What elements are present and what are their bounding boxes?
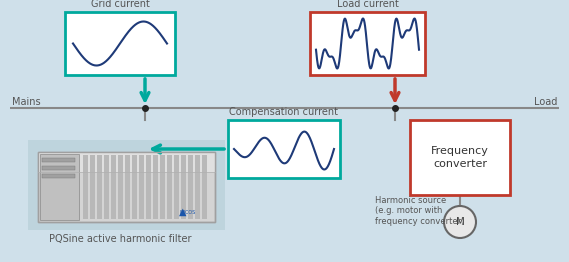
Bar <box>38 152 215 222</box>
Bar <box>181 155 185 219</box>
Bar <box>90 155 94 219</box>
Bar <box>38 152 215 222</box>
Bar <box>111 155 116 219</box>
Bar <box>42 166 75 170</box>
Bar <box>42 174 75 178</box>
Circle shape <box>444 206 476 238</box>
Text: Grid current: Grid current <box>90 0 150 9</box>
Bar <box>167 155 172 219</box>
Bar <box>202 155 207 219</box>
Text: Load: Load <box>534 97 557 107</box>
Text: Compensation current: Compensation current <box>229 107 339 117</box>
Bar <box>228 120 340 178</box>
Bar <box>104 155 109 219</box>
Bar <box>310 12 425 75</box>
Bar <box>125 155 130 219</box>
Bar <box>97 155 102 219</box>
Bar <box>42 158 75 162</box>
Bar <box>40 154 79 220</box>
Text: ▲: ▲ <box>179 206 187 216</box>
Text: Harmonic source
(e.g. motor with
frequency converter): Harmonic source (e.g. motor with frequen… <box>375 196 464 226</box>
Bar <box>160 155 164 219</box>
Text: Frequency
converter: Frequency converter <box>431 146 489 169</box>
Text: M: M <box>456 217 464 227</box>
Bar <box>83 155 88 219</box>
Bar <box>65 12 175 75</box>
Bar <box>139 155 143 219</box>
Text: Mains: Mains <box>12 97 40 107</box>
Bar <box>38 152 215 172</box>
Bar <box>153 155 158 219</box>
Bar <box>146 155 151 219</box>
Bar <box>132 155 137 219</box>
Bar <box>118 155 123 219</box>
Bar <box>174 155 179 219</box>
Text: PQSine active harmonic filter: PQSine active harmonic filter <box>49 234 191 244</box>
Bar <box>410 120 510 195</box>
Bar <box>195 155 200 219</box>
Bar <box>188 155 193 219</box>
Text: Load current: Load current <box>336 0 398 9</box>
Text: EPCOS: EPCOS <box>179 210 195 215</box>
Bar <box>28 140 225 230</box>
